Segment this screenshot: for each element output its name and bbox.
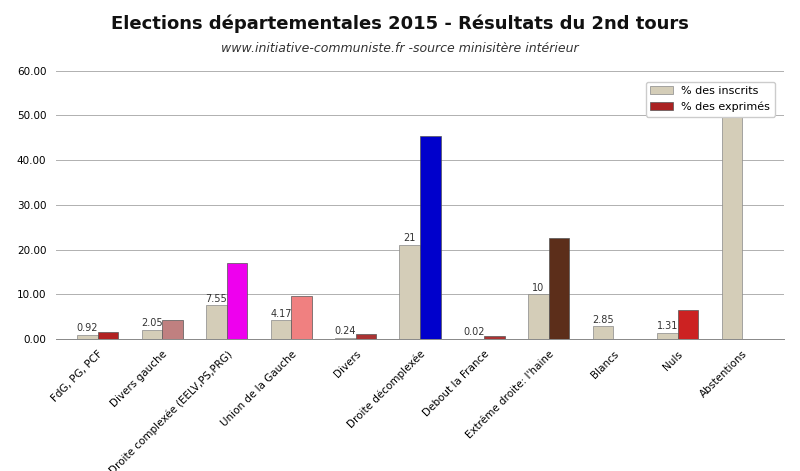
Text: 0.92: 0.92	[77, 323, 98, 333]
Text: 0.24: 0.24	[334, 326, 356, 336]
Text: Elections départementales 2015 - Résultats du 2nd tours: Elections départementales 2015 - Résulta…	[111, 14, 689, 32]
Bar	[593, 326, 614, 339]
Bar	[78, 335, 98, 339]
Bar	[420, 136, 441, 339]
Bar	[355, 334, 376, 339]
Bar	[206, 305, 226, 339]
Bar	[678, 310, 698, 339]
Text: www.initiative-communiste.fr -source minisitère intérieur: www.initiative-communiste.fr -source min…	[221, 42, 579, 56]
Bar	[657, 333, 678, 339]
Bar	[226, 263, 247, 339]
Text: 4.17: 4.17	[270, 309, 291, 319]
Text: 10: 10	[533, 283, 545, 292]
Bar	[270, 320, 291, 339]
Bar	[98, 332, 118, 339]
Bar	[549, 238, 570, 339]
Bar	[722, 115, 742, 339]
Bar	[335, 338, 355, 339]
Text: 7.55: 7.55	[206, 293, 227, 303]
Text: 1.31: 1.31	[657, 322, 678, 332]
Legend: % des inscrits, % des exprimés: % des inscrits, % des exprimés	[646, 81, 775, 116]
Bar	[399, 245, 420, 339]
Bar	[291, 296, 312, 339]
Text: 50.02: 50.02	[718, 104, 746, 114]
Text: 0.02: 0.02	[463, 327, 485, 337]
Bar	[162, 320, 183, 339]
Bar	[142, 330, 162, 339]
Text: 2.05: 2.05	[141, 318, 163, 328]
Bar	[485, 336, 505, 339]
Text: 21: 21	[403, 233, 416, 244]
Text: 2.85: 2.85	[592, 315, 614, 325]
Bar	[528, 294, 549, 339]
